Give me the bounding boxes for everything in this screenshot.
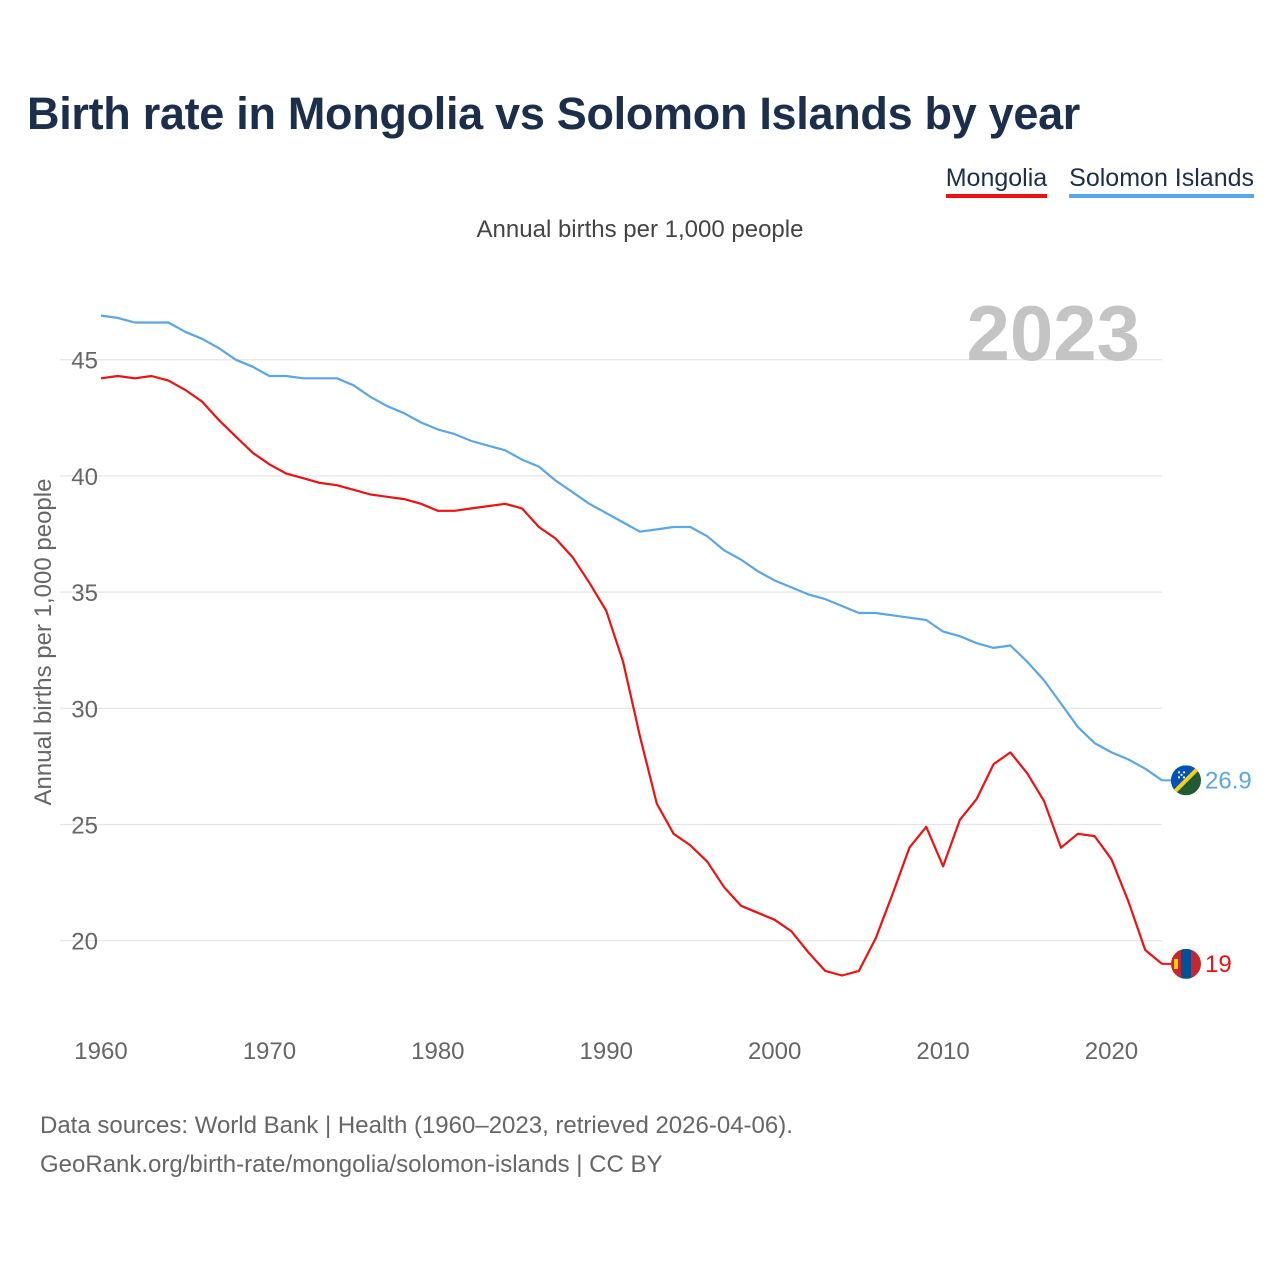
sources-line-1: Data sources: World Bank | Health (1960–… [40,1112,793,1139]
end-value-label-mongolia: 19 [1205,951,1232,978]
legend: Mongolia Solomon Islands [945,164,1254,198]
year-label: 2023 [966,289,1140,377]
series-line-solomon-islands [100,314,1163,782]
y-tick-label: 30 [71,696,98,723]
sources-line-2[interactable]: GeoRank.org/birth-rate/mongolia/solomon-… [40,1151,663,1178]
x-tick-label: 2020 [1085,1038,1138,1065]
y-tick-label: 20 [71,929,98,956]
y-tick-label: 40 [71,464,98,491]
data-sources: Data sources: World Bank | Health (1960–… [40,1106,793,1184]
y-tick-label: 35 [71,580,98,607]
legend-item-mongolia[interactable]: Mongolia [945,164,1048,198]
x-tick-label: 2000 [748,1038,801,1065]
x-tick-label: 1990 [580,1038,633,1065]
y-tick-label: 25 [71,812,98,839]
mongolia-flag-icon [1171,948,1201,979]
chart-subtitle: Annual births per 1,000 people [476,216,804,243]
x-tick-label: 2010 [916,1038,969,1065]
end-value-label-solomon-islands: 26.9 [1205,767,1252,794]
y-tick-label: 45 [71,348,98,375]
legend-item-solomon-islands[interactable]: Solomon Islands [1069,164,1254,198]
y-axis-label: Annual births per 1,000 people [30,479,57,806]
series-line-mongolia [100,374,1163,977]
x-tick-label: 1970 [243,1038,296,1065]
x-tick-label: 1980 [411,1038,464,1065]
solomon-islands-flag-icon [1171,765,1201,796]
chart-title: Birth rate in Mongolia vs Solomon Island… [27,88,1081,139]
x-tick-label: 1960 [74,1038,127,1065]
